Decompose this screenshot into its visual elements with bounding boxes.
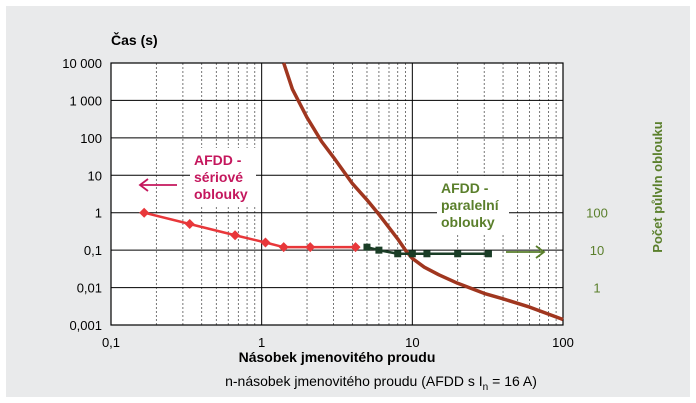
- parallel-annotation-line: AFDD -: [441, 180, 489, 196]
- y2-tick-label: 10: [590, 243, 604, 258]
- serial-arcs-point: [139, 207, 150, 218]
- parallel-arcs-point: [454, 250, 462, 258]
- serial-annotation-line: AFDD -: [194, 152, 242, 168]
- y2-tick-label: 1: [593, 281, 600, 296]
- x-tick-label: 100: [552, 335, 574, 350]
- parallel-arcs-point: [375, 246, 383, 254]
- parallel-arrow-head: [535, 245, 546, 259]
- x-tick-label: 0,1: [102, 335, 120, 350]
- parallel-arcs-point: [408, 250, 416, 258]
- parallel-arcs-point: [484, 250, 492, 258]
- parallel-annotation-box: [437, 176, 509, 235]
- y2-tick-label: 100: [586, 206, 608, 221]
- y-tick-label: 1 000: [69, 93, 102, 108]
- x-axis-subtitle-subscript: n: [483, 382, 489, 393]
- serial-arcs-point: [350, 242, 361, 253]
- parallel-annotation-line: paralelní: [441, 197, 500, 213]
- y-axis-title: Čas (s): [111, 31, 158, 48]
- y-tick-label: 10 000: [62, 56, 102, 71]
- serial-arrow-head: [138, 178, 149, 192]
- serial-annotation-line: oblouky: [194, 186, 248, 202]
- y-tick-label: 10: [88, 168, 102, 183]
- x-tick-label: 10: [405, 335, 419, 350]
- parallel-arcs-point: [394, 250, 402, 258]
- right-axis-title: Počet půlvln oblouku: [650, 121, 665, 253]
- x-axis-title: Násobek jmenovitého proudu: [239, 349, 436, 365]
- serial-arrow: [138, 178, 177, 192]
- y-tick-label: 0,01: [77, 281, 102, 296]
- serial-arcs-point: [260, 237, 271, 248]
- y-tick-label: 1: [95, 206, 102, 221]
- series-layer: [139, 62, 564, 322]
- parallel-annotation-line: oblouky: [441, 214, 495, 230]
- x-tick-label: 1: [258, 335, 265, 350]
- parallel-arrow: [506, 245, 546, 259]
- tripping-curve-line: [282, 62, 564, 322]
- x-axis-subtitle-main: n-násobek jmenovitého proudu (AFDD s I: [225, 373, 483, 389]
- serial-annotation-box: [190, 148, 256, 207]
- serial-arcs-point: [278, 242, 289, 253]
- serial-arcs-point: [305, 242, 316, 253]
- x-axis-subtitle: n-násobek jmenovitého proudu (AFDD s In …: [225, 373, 537, 393]
- y-tick-label: 0,1: [84, 243, 102, 258]
- serial-annotation-line: sériové: [194, 169, 243, 185]
- labels-layer: Čas (s) Násobek jmenovitého proudu n-nás…: [111, 31, 665, 393]
- y-tick-label: 100: [80, 131, 102, 146]
- plot-frame: [110, 62, 564, 326]
- y-tick-label: 0,001: [69, 318, 102, 333]
- serial-arcs-point: [184, 218, 195, 229]
- serial-arcs-point: [230, 230, 241, 241]
- parallel-arcs-point: [363, 243, 371, 251]
- x-axis-subtitle-tail: = 16 A): [488, 373, 537, 389]
- parallel-arcs-point: [423, 250, 431, 258]
